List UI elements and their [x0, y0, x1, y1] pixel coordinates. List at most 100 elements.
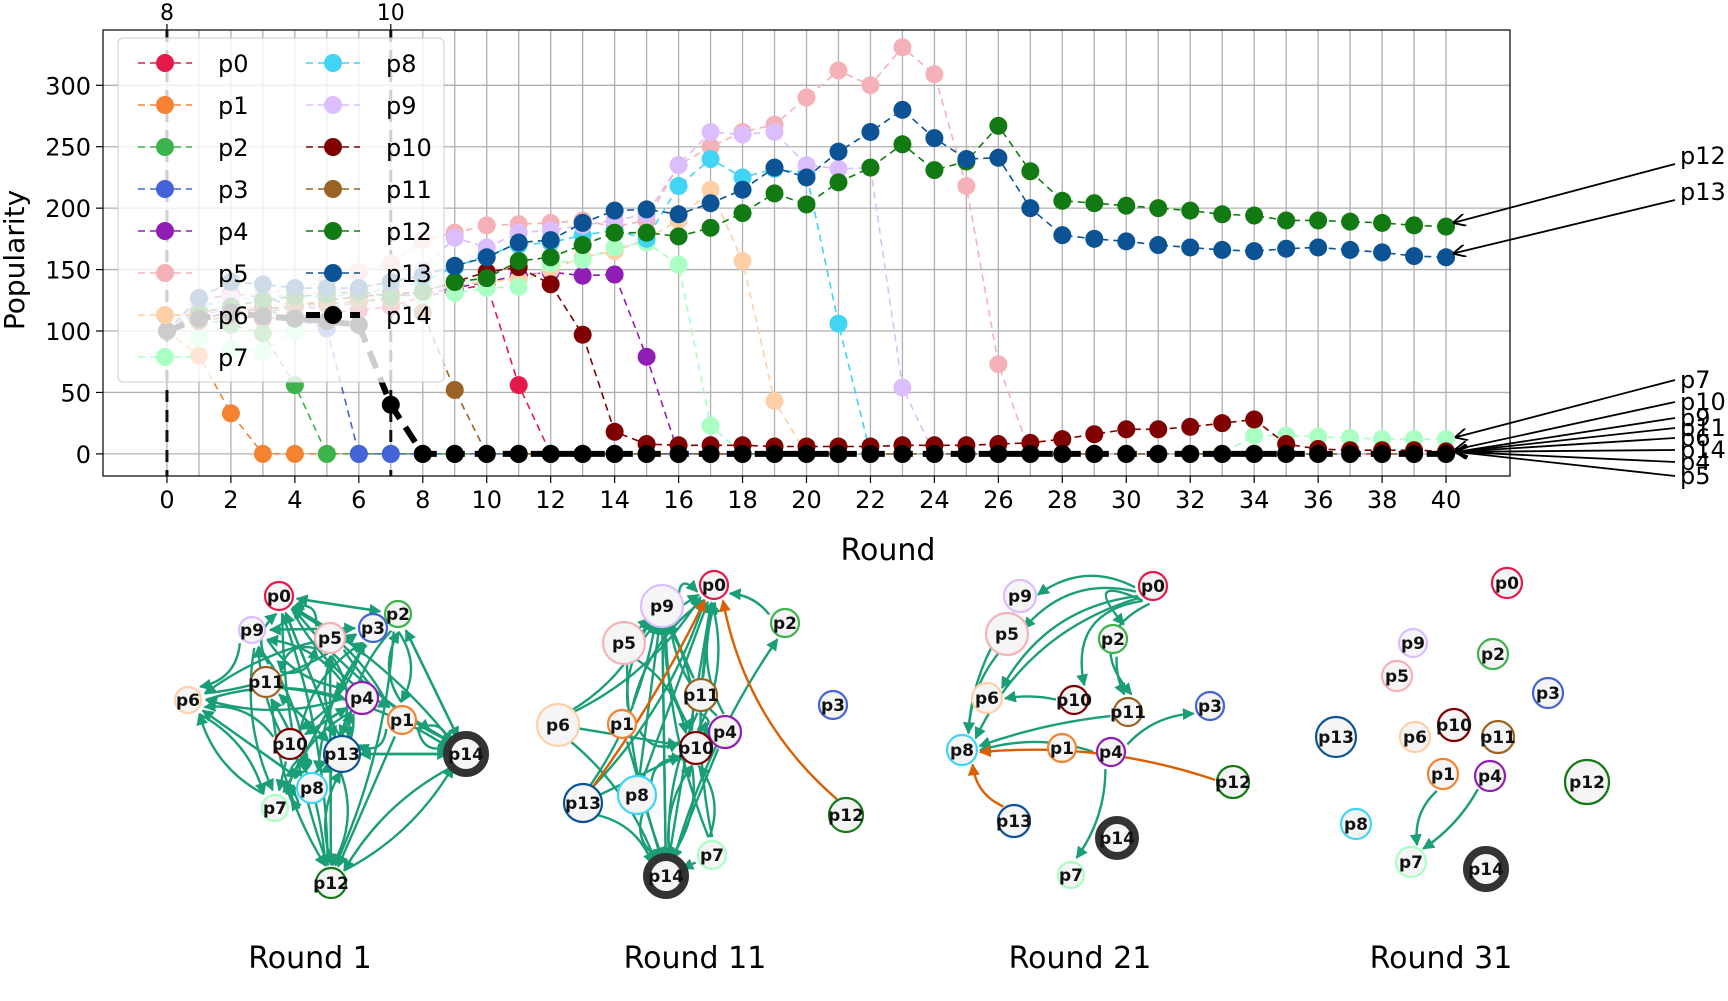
node-p9: p9 [1002, 578, 1038, 614]
point-p2 [317, 444, 336, 463]
point-p9 [701, 122, 720, 141]
point-p5 [797, 88, 816, 107]
node-label-p12: p12 [828, 806, 864, 826]
point-p3 [381, 444, 400, 463]
point-p13 [893, 100, 912, 119]
node-p12: p12 [313, 866, 349, 900]
x-tick-label: 28 [1047, 486, 1078, 514]
point-p13 [1341, 240, 1360, 259]
end-label-p7: p7 [1680, 366, 1711, 394]
node-label-p14: p14 [448, 745, 484, 765]
point-p14 [1245, 444, 1264, 463]
node-circle-p9 [237, 615, 267, 645]
point-p13 [445, 256, 464, 275]
node-p5: p5 [601, 620, 647, 666]
point-p13 [477, 248, 496, 267]
node-p7: p7 [1056, 860, 1086, 890]
end-label-p13: p13 [1680, 178, 1726, 206]
node-p8: p8 [616, 774, 658, 816]
node-label-p12: p12 [1215, 773, 1251, 793]
x-tick-label: 18 [727, 486, 758, 514]
x-tick-label: 10 [471, 486, 502, 514]
x-tick-label: 20 [791, 486, 822, 514]
point-p9 [829, 159, 848, 178]
node-circle-p14 [1095, 816, 1139, 860]
x-axis-ticks: 0 2 4 6 8 10 12 14 16 18 20 22 24 26 28 30 32 34 36 38 40 [159, 476, 1461, 514]
node-circle-p10 [1058, 684, 1090, 716]
point-p14 [1021, 444, 1040, 463]
node-circle-p0 [263, 580, 295, 612]
node-circle-p1 [606, 708, 638, 740]
panel-title: Round 21 [1009, 941, 1152, 976]
point-p14 [989, 444, 1008, 463]
point-p6 [765, 392, 784, 411]
end-label-p10: p10 [1680, 388, 1726, 416]
legend-marker-p13 [324, 264, 342, 282]
point-p12 [701, 218, 720, 237]
node-label-p11: p11 [1110, 703, 1146, 723]
node-circle-p4 [1473, 759, 1507, 793]
node-p4: p4 [707, 714, 743, 750]
point-p12 [1373, 213, 1392, 232]
point-p14 [477, 444, 496, 463]
node-p4: p4 [344, 680, 380, 716]
node-circle-p6 [970, 681, 1004, 715]
node-label-p9: p9 [650, 597, 674, 617]
point-p12 [1309, 211, 1328, 230]
point-p12 [509, 251, 528, 270]
node-p2: p2 [1476, 637, 1510, 671]
top-marker-label: 10 [377, 1, 405, 26]
point-p14 [925, 444, 944, 463]
node-circle-p1 [1046, 732, 1078, 764]
edge-green [642, 600, 710, 779]
node-circle-p14 [1463, 846, 1509, 892]
node-circle-p9 [1397, 627, 1429, 659]
point-p5 [925, 65, 944, 84]
node-circle-p10 [678, 730, 714, 766]
node-p6: p6 [1398, 720, 1432, 754]
node-p7: p7 [260, 793, 290, 823]
node-circle-p11 [1112, 696, 1144, 728]
node-label-p11: p11 [683, 686, 719, 706]
point-p14 [1117, 444, 1136, 463]
point-p5 [829, 61, 848, 80]
edge-green [659, 622, 710, 838]
end-arrow [1456, 437, 1676, 452]
edge-green [203, 699, 275, 738]
legend-label-p9: p9 [386, 92, 417, 120]
point-p12 [637, 223, 656, 242]
point-p11 [445, 380, 464, 399]
node-label-p2: p2 [1101, 630, 1125, 650]
end-label-p11: p11 [1680, 414, 1726, 442]
edge-green [324, 770, 342, 866]
legend-label-p3: p3 [218, 176, 249, 204]
node-circle-p10 [273, 727, 307, 761]
node-circle-p3 [1194, 690, 1226, 722]
point-p13 [1117, 232, 1136, 251]
point-p13 [765, 158, 784, 177]
node-label-p11: p11 [248, 673, 284, 693]
network-panel-round: p0 p9 p5 p2 p3 p13 p6 p10 p11 p1 p4 p12 p8 p7 p14 Round… [1314, 566, 1611, 976]
node-circle-p12 [1215, 764, 1251, 800]
node-p8: p8 [1339, 807, 1373, 841]
point-p1 [253, 444, 272, 463]
x-tick-label: 6 [351, 486, 366, 514]
node-p3: p3 [1531, 676, 1565, 710]
edge-green [289, 759, 306, 780]
y-axis-label: Popularity [0, 190, 31, 330]
node-circle-p11 [683, 677, 719, 713]
node-label-p2: p2 [1481, 645, 1505, 665]
point-p10 [1181, 417, 1200, 436]
point-p12 [1437, 217, 1456, 236]
node-label-p2: p2 [386, 605, 410, 625]
point-p13 [797, 168, 816, 187]
node-label-p9: p9 [240, 621, 264, 641]
point-p14 [669, 444, 688, 463]
panel-title: Round 11 [624, 941, 767, 976]
edge-green [289, 796, 303, 812]
edges [1409, 788, 1479, 850]
point-p12 [1213, 205, 1232, 224]
end-arrow [1456, 379, 1676, 437]
legend-label-p4: p4 [218, 218, 249, 246]
